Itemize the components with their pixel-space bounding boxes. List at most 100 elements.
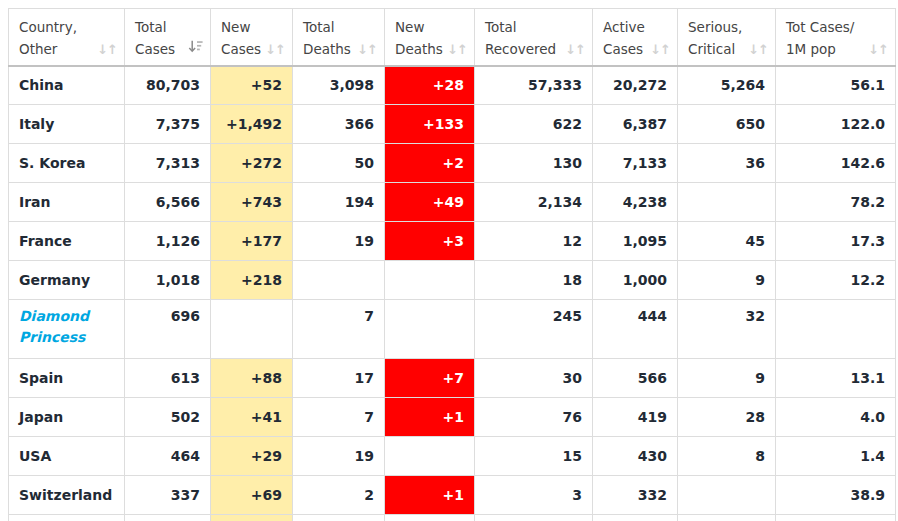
cell-total-cases: 337 — [125, 476, 211, 515]
col-header-active-cases[interactable]: ActiveCases↓↑ — [593, 9, 678, 66]
cell-cases-per-1m — [776, 300, 896, 359]
cell-active-cases: 419 — [593, 398, 678, 437]
partial-cell — [678, 515, 776, 521]
cell-total-deaths: 50 — [293, 144, 385, 183]
country-link[interactable]: Diamond Princess — [19, 306, 114, 348]
cell-serious-critical — [678, 183, 776, 222]
col-header-country[interactable]: Country,Other↓↑ — [9, 9, 125, 66]
cell-new-cases: +69 — [211, 476, 293, 515]
cell-new-cases: +1,492 — [211, 105, 293, 144]
col-header-serious-critical[interactable]: Serious,Critical↓↑ — [678, 9, 776, 66]
cell-new-cases: +743 — [211, 183, 293, 222]
partial-cell — [211, 515, 293, 521]
cell-total-recovered: 3 — [475, 476, 593, 515]
cell-new-cases: +29 — [211, 437, 293, 476]
cell-country: Germany — [9, 261, 125, 300]
cell-total-deaths: 17 — [293, 359, 385, 398]
cell-new-deaths: +133 — [385, 105, 475, 144]
table-row: China80,703+523,098+2857,33320,2725,2645… — [9, 66, 896, 105]
cell-country: USA — [9, 437, 125, 476]
cell-country: Diamond Princess — [9, 300, 125, 359]
cell-total-deaths: 2 — [293, 476, 385, 515]
table-row: Iran6,566+743194+492,1344,23878.2 — [9, 183, 896, 222]
cell-cases-per-1m: 1.4 — [776, 437, 896, 476]
cell-total-cases: 6,566 — [125, 183, 211, 222]
cell-total-recovered: 2,134 — [475, 183, 593, 222]
cell-country: China — [9, 66, 125, 105]
partial-cell — [475, 515, 593, 521]
sort-arrows-icon: ↓↑ — [565, 43, 585, 56]
cell-active-cases: 7,133 — [593, 144, 678, 183]
cell-active-cases: 1,000 — [593, 261, 678, 300]
cell-serious-critical: 32 — [678, 300, 776, 359]
partial-cell — [776, 515, 896, 521]
sort-arrows-icon: ↓↑ — [650, 43, 670, 56]
cell-serious-critical: 36 — [678, 144, 776, 183]
cell-active-cases: 430 — [593, 437, 678, 476]
cell-country: Switzerland — [9, 476, 125, 515]
partial-cell — [385, 515, 475, 521]
cell-total-cases: 502 — [125, 398, 211, 437]
cell-total-recovered: 76 — [475, 398, 593, 437]
cell-new-cases: +88 — [211, 359, 293, 398]
cell-country: Japan — [9, 398, 125, 437]
cell-new-deaths: +1 — [385, 476, 475, 515]
col-header-new-cases[interactable]: NewCases↓↑ — [211, 9, 293, 66]
col-header-total-deaths[interactable]: TotalDeaths↓↑ — [293, 9, 385, 66]
cell-serious-critical: 28 — [678, 398, 776, 437]
cell-active-cases: 1,095 — [593, 222, 678, 261]
table-row: France1,126+17719+3121,0954517.3 — [9, 222, 896, 261]
cell-cases-per-1m: 17.3 — [776, 222, 896, 261]
cell-total-deaths: 19 — [293, 222, 385, 261]
cell-serious-critical: 9 — [678, 359, 776, 398]
cell-total-recovered: 30 — [475, 359, 593, 398]
cell-total-recovered: 12 — [475, 222, 593, 261]
cell-new-cases — [211, 300, 293, 359]
sort-arrows-icon: ↓↑ — [97, 43, 117, 56]
table-row: Switzerland337+692+13332 38.9 — [9, 476, 896, 515]
cell-total-deaths: 366 — [293, 105, 385, 144]
cell-new-deaths — [385, 261, 475, 300]
cell-serious-critical: 8 — [678, 437, 776, 476]
cell-country: Spain — [9, 359, 125, 398]
cell-total-cases: 80,703 — [125, 66, 211, 105]
cell-serious-critical: 9 — [678, 261, 776, 300]
cell-total-recovered: 57,333 — [475, 66, 593, 105]
cell-cases-per-1m: 78.2 — [776, 183, 896, 222]
cell-country: Iran — [9, 183, 125, 222]
cell-active-cases: 6,387 — [593, 105, 678, 144]
cell-serious-critical: 45 — [678, 222, 776, 261]
col-header-new-deaths[interactable]: NewDeaths↓↑ — [385, 9, 475, 66]
partial-cell — [9, 515, 125, 521]
table-row: S. Korea7,313+27250+21307,13336142.6 — [9, 144, 896, 183]
cell-new-deaths — [385, 300, 475, 359]
cell-total-cases: 696 — [125, 300, 211, 359]
table-row: Japan502+417+176419284.0 — [9, 398, 896, 437]
col-header-total-cases[interactable]: TotalCases — [125, 9, 211, 66]
cell-total-recovered: 18 — [475, 261, 593, 300]
cell-new-deaths: +49 — [385, 183, 475, 222]
cell-new-deaths: +1 — [385, 398, 475, 437]
col-header-cases-per-1m[interactable]: Tot Cases/1M pop↓↑ — [776, 9, 896, 66]
cell-country: Italy — [9, 105, 125, 144]
cell-active-cases: 332 — [593, 476, 678, 515]
cell-active-cases: 20,272 — [593, 66, 678, 105]
cell-cases-per-1m: 56.1 — [776, 66, 896, 105]
cell-new-deaths: +7 — [385, 359, 475, 398]
cell-total-cases: 464 — [125, 437, 211, 476]
cell-total-recovered: 622 — [475, 105, 593, 144]
cell-cases-per-1m: 13.1 — [776, 359, 896, 398]
sort-arrows-icon: ↓↑ — [447, 43, 467, 56]
cell-total-cases: 7,313 — [125, 144, 211, 183]
table-row: Spain613+8817+730566913.1 — [9, 359, 896, 398]
col-header-total-recovered[interactable]: TotalRecovered↓↑ — [475, 9, 593, 66]
cell-serious-critical — [678, 476, 776, 515]
cell-active-cases: 566 — [593, 359, 678, 398]
cell-total-cases: 1,018 — [125, 261, 211, 300]
cell-cases-per-1m: 38.9 — [776, 476, 896, 515]
cell-cases-per-1m: 4.0 — [776, 398, 896, 437]
cell-total-deaths: 19 — [293, 437, 385, 476]
sort-arrows-icon: ↓↑ — [748, 43, 768, 56]
partial-cell — [593, 515, 678, 521]
cell-total-deaths: 7 — [293, 398, 385, 437]
